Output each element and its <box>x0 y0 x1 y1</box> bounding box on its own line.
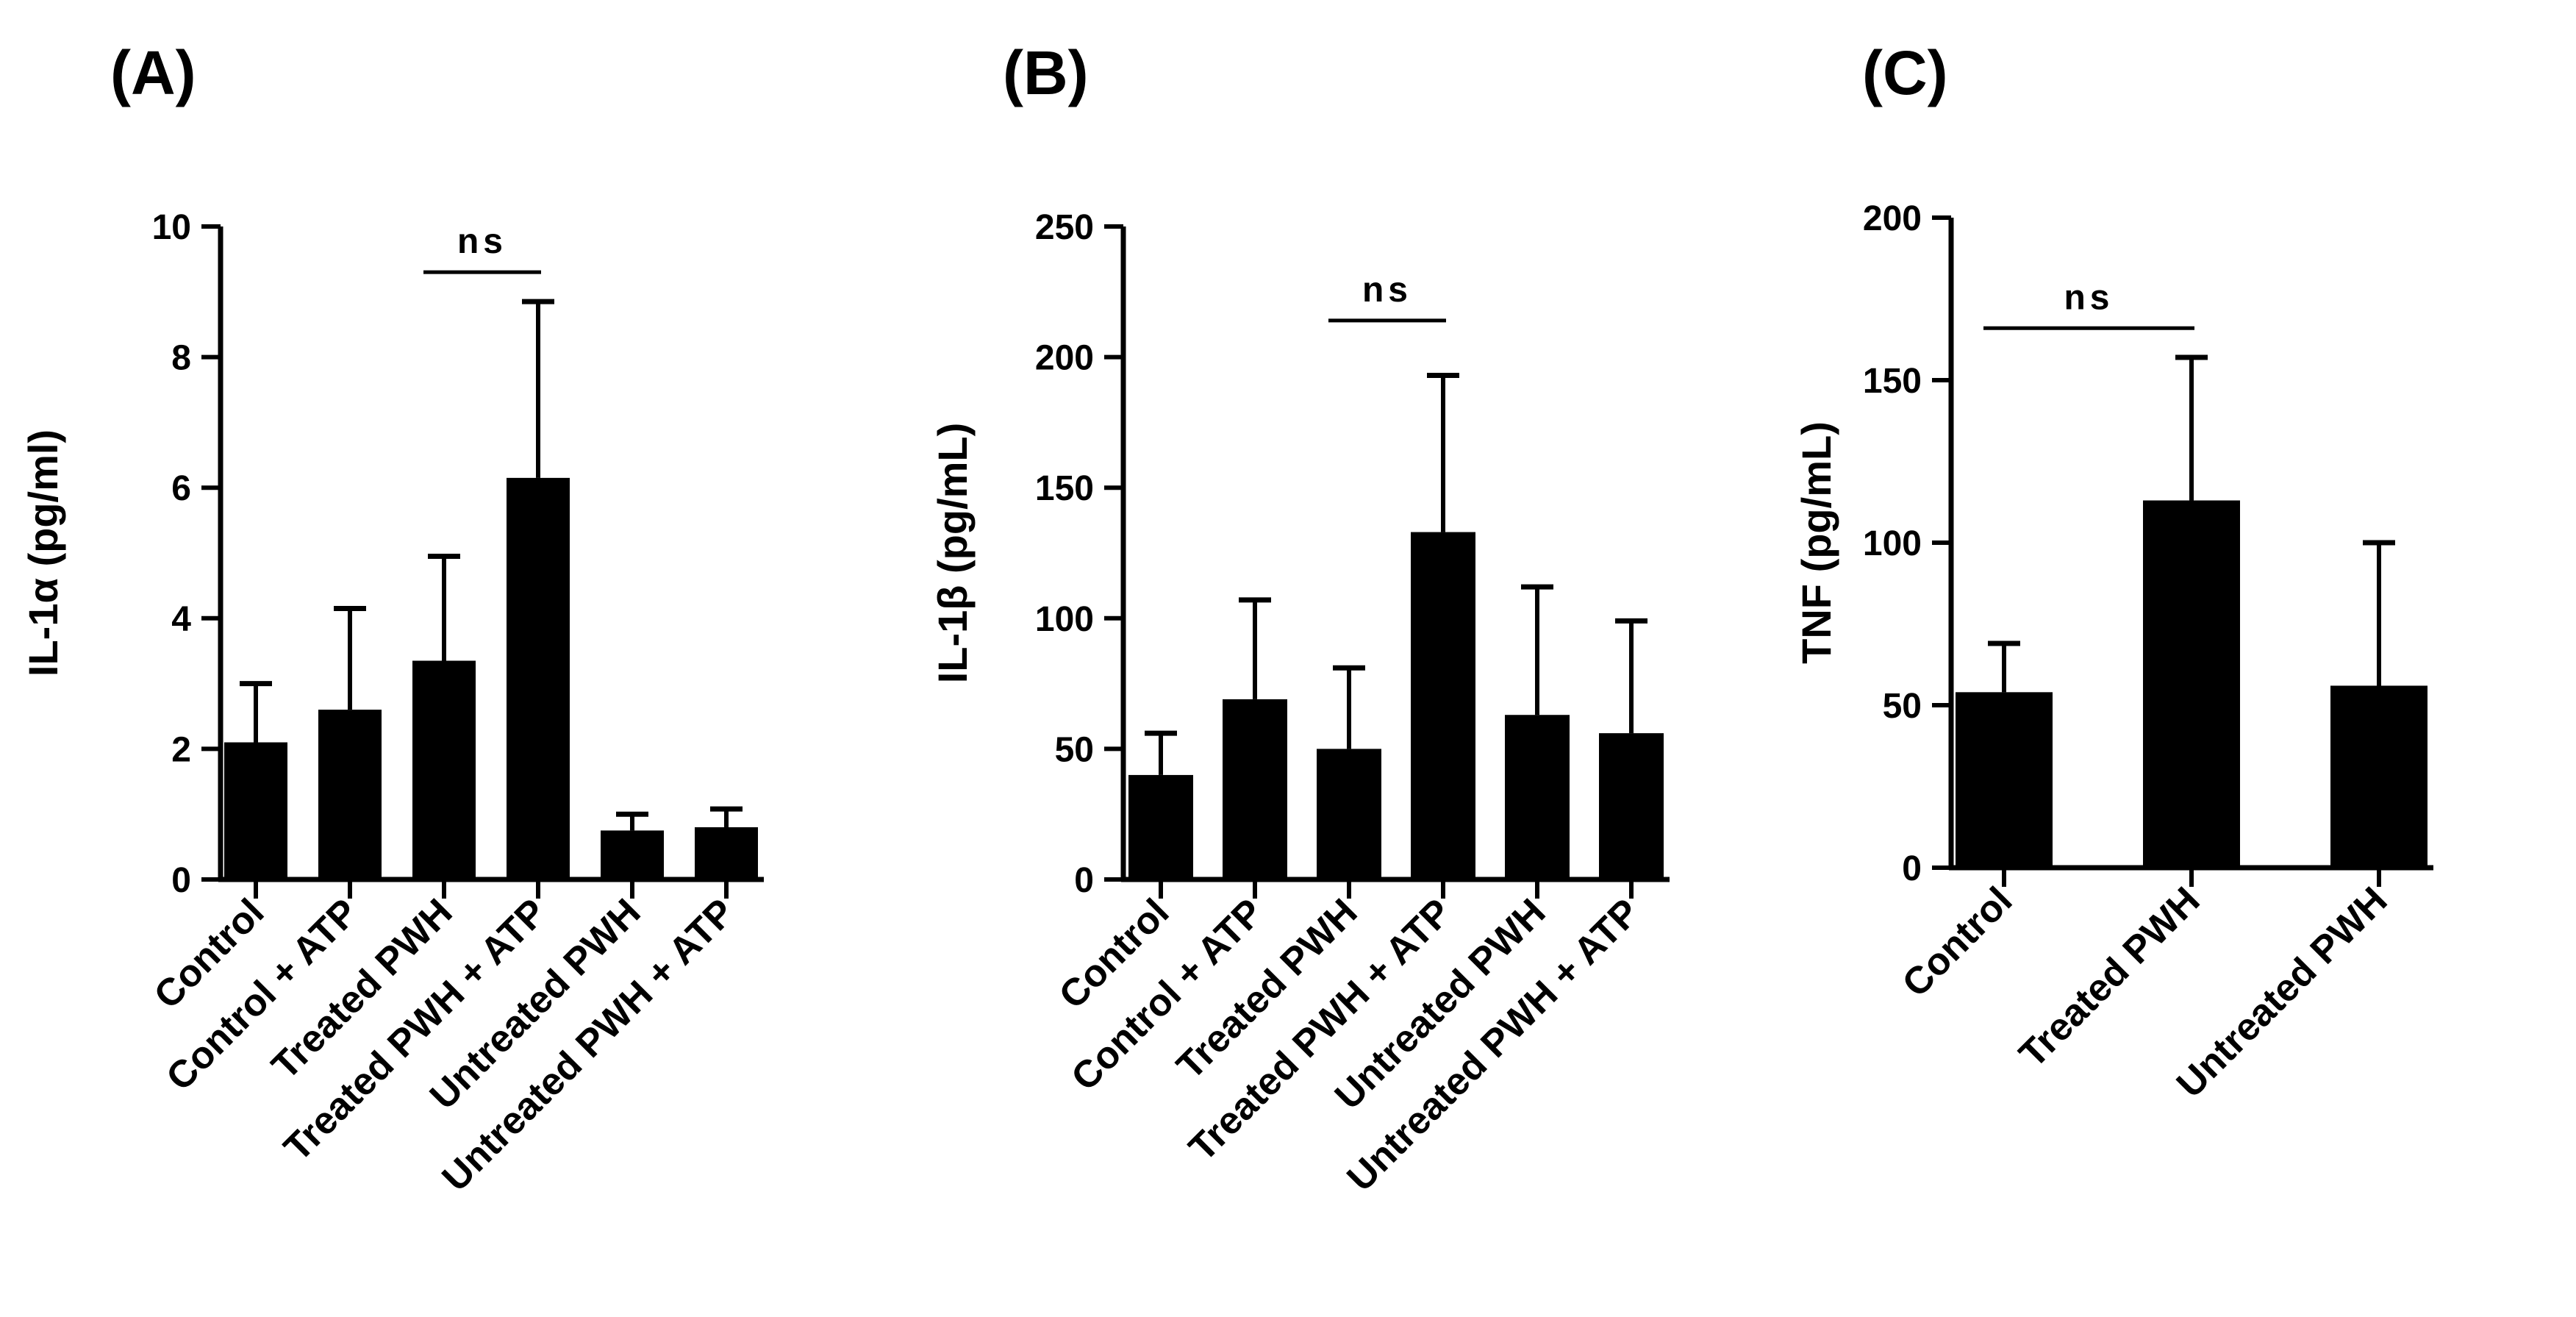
bar <box>695 827 758 879</box>
y-tick-label: 100 <box>1035 600 1094 639</box>
bar <box>1317 749 1381 879</box>
y-tick-label: 10 <box>152 208 191 247</box>
y-tick-label: 250 <box>1035 208 1094 247</box>
bar <box>224 742 287 879</box>
panel-label: (A) <box>110 38 196 107</box>
y-tick-label: 0 <box>1074 861 1094 900</box>
y-axis-title: TNF (pg/mL) <box>1793 421 1839 664</box>
y-tick-label: 6 <box>171 469 191 508</box>
y-tick-label: 50 <box>1055 730 1094 769</box>
y-axis-title: IL-1β (pg/mL) <box>929 423 976 684</box>
bar <box>1956 692 2053 868</box>
y-tick-label: 2 <box>171 730 191 769</box>
bar <box>507 477 570 879</box>
y-tick-label: 150 <box>1863 362 1922 401</box>
bar <box>318 710 382 879</box>
y-tick-label: 200 <box>1863 199 1922 238</box>
bar <box>412 660 476 879</box>
panel-label: (B) <box>1003 38 1089 107</box>
y-tick-label: 150 <box>1035 469 1094 508</box>
bar <box>2143 500 2240 868</box>
panel-c: (C) 0 50 100 150 200 TNF (pg/mL) ControlTreated… <box>1793 38 2433 1106</box>
y-tick-label: 200 <box>1035 339 1094 378</box>
y-tick-label: 4 <box>171 600 191 639</box>
significance-label: ns <box>457 222 507 261</box>
bar <box>1505 715 1570 879</box>
bar <box>1411 532 1475 879</box>
y-tick-label: 100 <box>1863 524 1922 563</box>
bar <box>2330 685 2427 868</box>
y-tick-label: 0 <box>171 861 191 900</box>
panel-label: (C) <box>1862 38 1948 107</box>
significance-label: ns <box>2064 278 2114 317</box>
category-label: Treated PWH <box>2011 879 2208 1076</box>
y-axis-title: IL-1α (pg/ml) <box>20 429 66 677</box>
y-tick-label: 0 <box>1902 849 1922 888</box>
y-tick-label: 8 <box>171 339 191 378</box>
bar <box>601 830 664 879</box>
bar <box>1599 733 1664 879</box>
category-label: Control <box>1895 879 2021 1005</box>
bar <box>1223 699 1287 879</box>
bar <box>1128 774 1193 879</box>
y-tick-label: 50 <box>1883 687 1922 726</box>
significance-label: ns <box>1362 271 1412 310</box>
